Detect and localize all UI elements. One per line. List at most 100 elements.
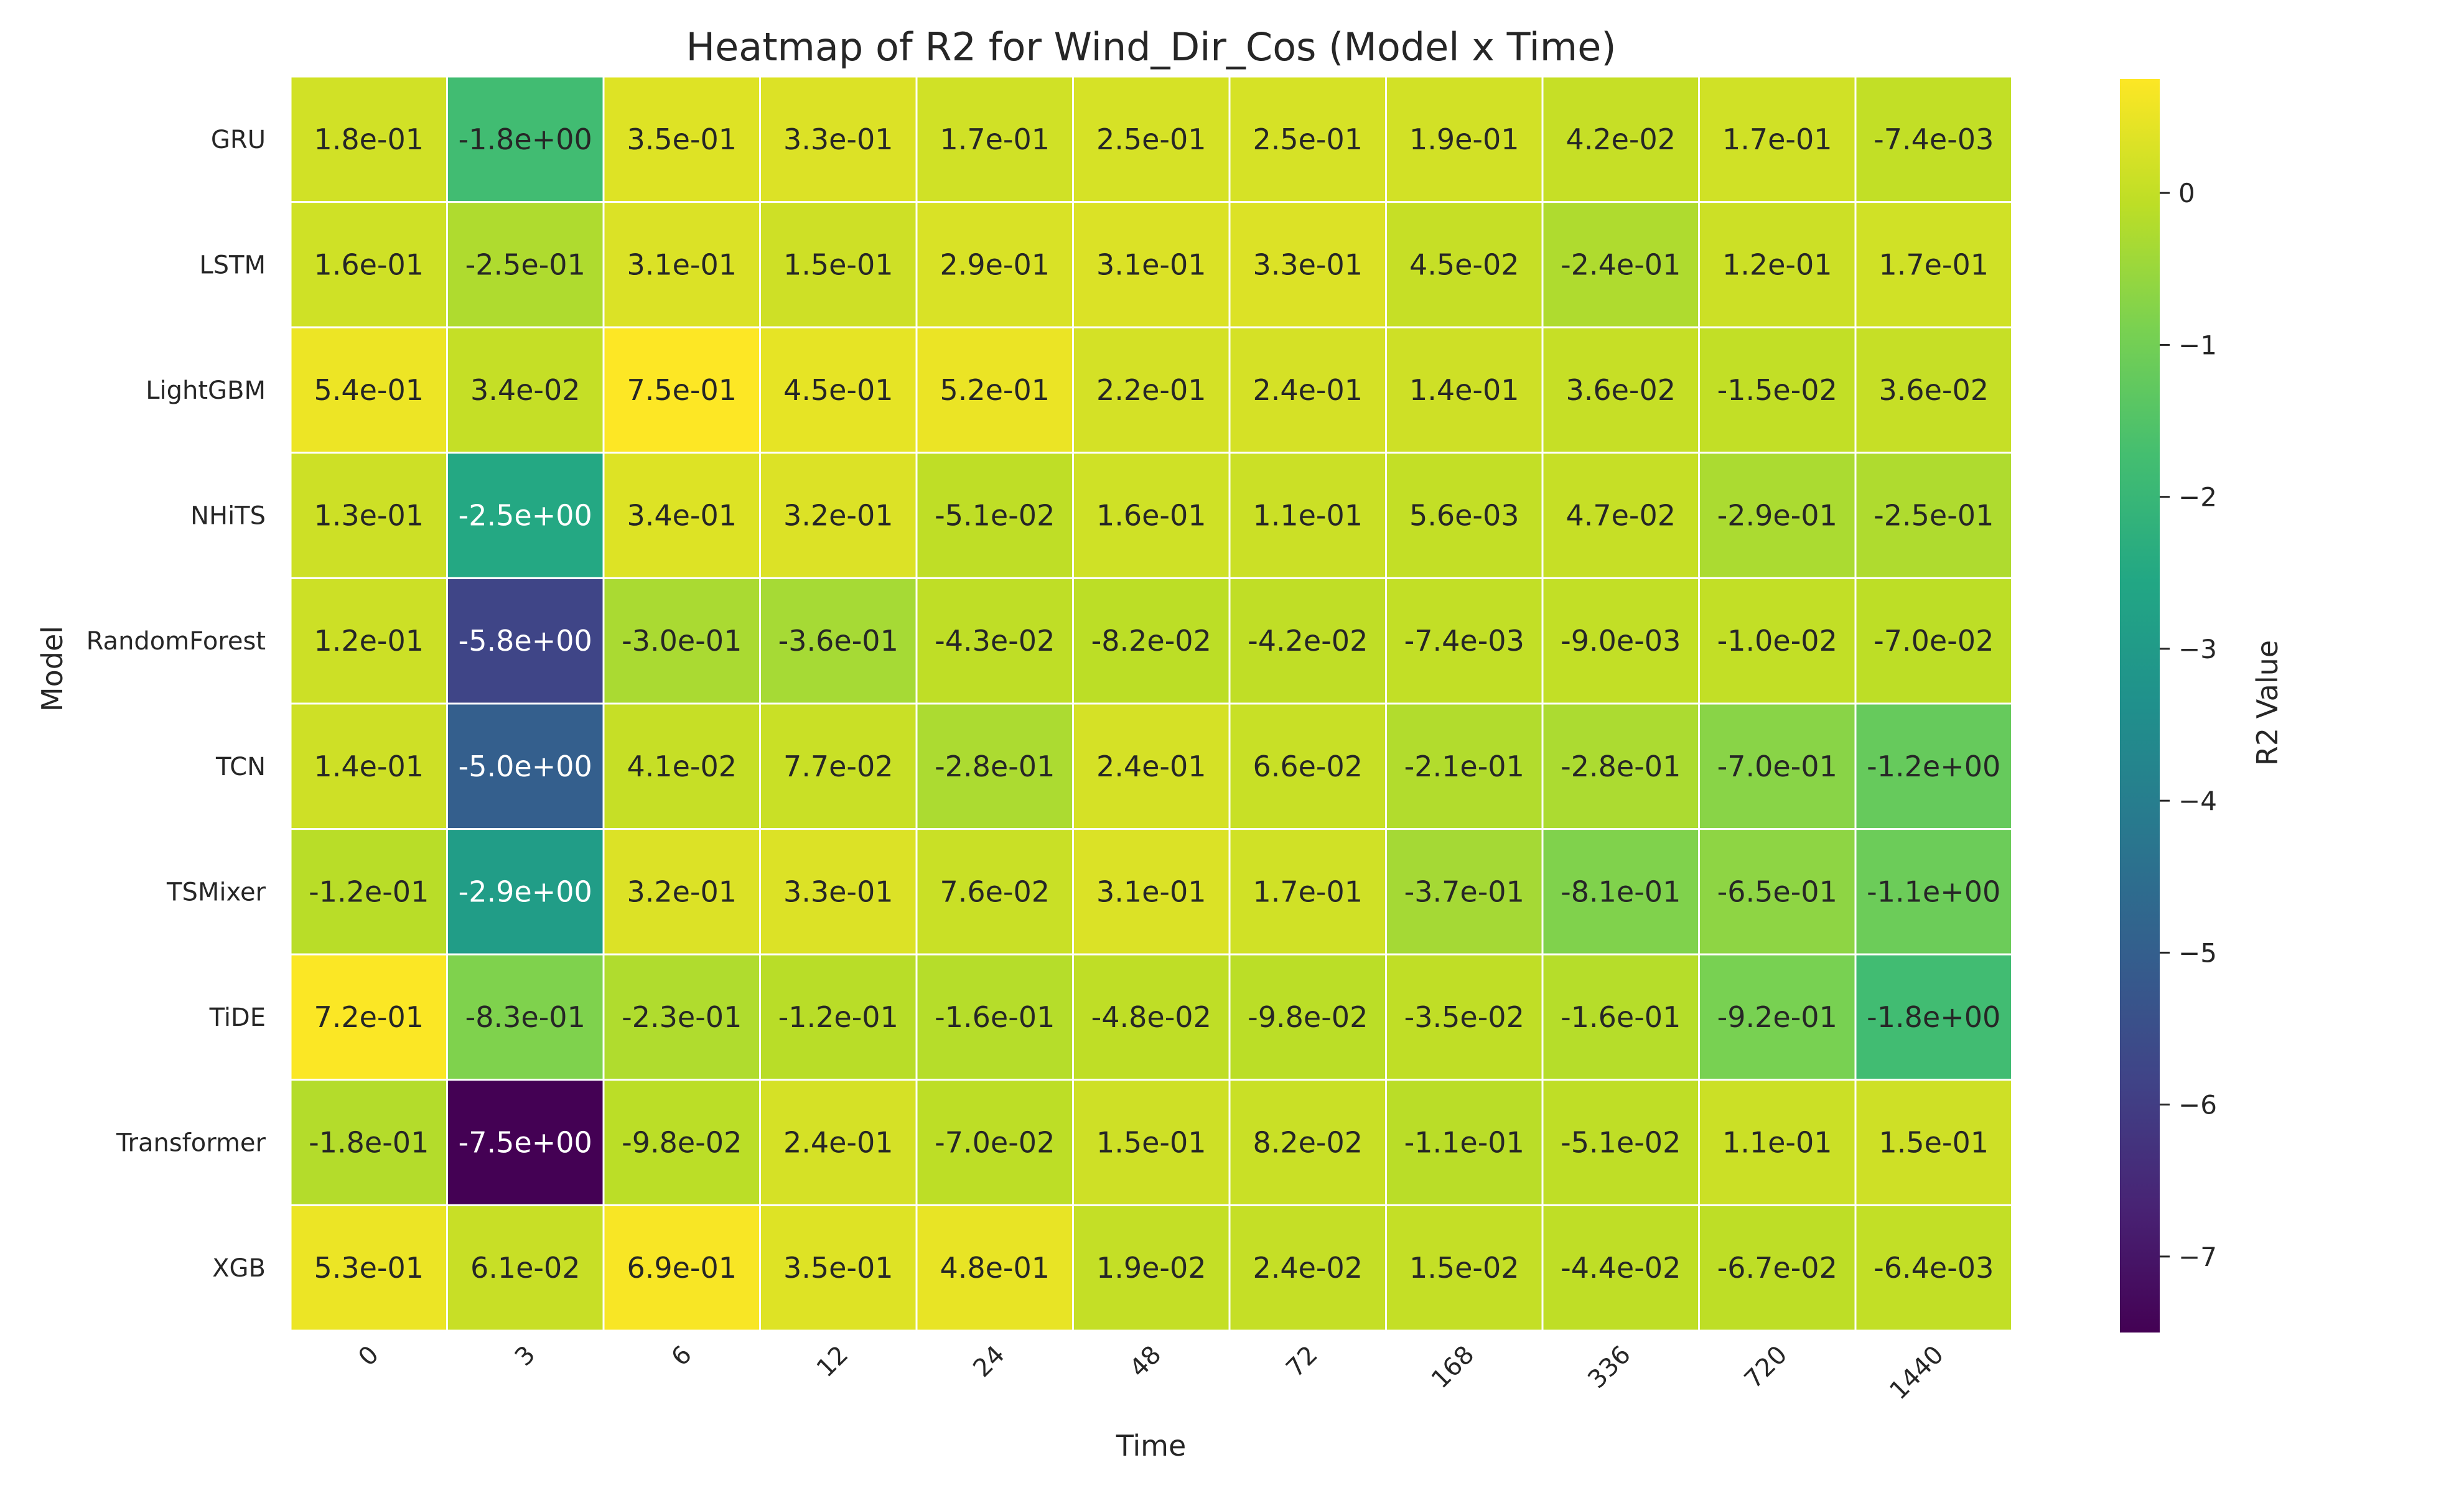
cell-value-label: 7.5e-01	[627, 373, 737, 407]
cell-value-label: -2.8e-01	[935, 750, 1055, 783]
x-tick-label: 12	[811, 1341, 854, 1384]
y-tick-labels: GRU LSTM LightGBM NHiTS RandomForest TCN TSMix…	[86, 126, 266, 1283]
heatmap-cell	[289, 326, 448, 454]
cell-value-label: -2.5e-01	[465, 248, 586, 281]
heatmap-cell	[602, 75, 761, 203]
heatmap-cell	[446, 828, 605, 956]
heatmap-cell	[289, 1204, 448, 1332]
heatmap-cell	[1385, 75, 1544, 203]
cell-value-label: 1.5e-01	[1096, 1126, 1206, 1160]
cell-value-label: 1.7e-01	[940, 123, 1050, 156]
heatmap-cell	[602, 1079, 761, 1206]
cell-value-label: -1.1e-01	[1404, 1126, 1524, 1160]
heatmap-cell	[1385, 953, 1544, 1081]
cell-value-label: -8.1e-01	[1561, 875, 1681, 908]
cell-value-label: 1.6e-01	[1096, 499, 1206, 533]
cell-value-label: -3.5e-02	[1404, 1000, 1524, 1034]
cell-value-label: 3.2e-01	[783, 499, 894, 533]
cell-value-label: 2.9e-01	[940, 248, 1050, 281]
cell-value-label: -2.4e-01	[1561, 248, 1681, 281]
y-tick-label: RandomForest	[86, 627, 266, 656]
cell-value-label: -4.2e-02	[1248, 624, 1368, 658]
y-tick-label: TCN	[215, 753, 266, 781]
x-tick-labels: 0 3 6 12 24 48 72 168 336 720 1440	[353, 1341, 1949, 1406]
cell-value-label: 5.3e-01	[314, 1251, 424, 1285]
heatmap-cell	[1854, 1079, 2013, 1206]
cell-value-label: -7.0e-02	[935, 1126, 1055, 1160]
cell-value-label: -6.4e-03	[1874, 1251, 1994, 1285]
cell-value-label: 3.6e-02	[1878, 373, 1989, 407]
colorbar-tick-label: −7	[2178, 1242, 2217, 1272]
cell-value-label: 5.2e-01	[940, 373, 1050, 407]
x-tick-label: 3	[510, 1341, 541, 1372]
cell-value-label: 1.2e-01	[314, 624, 424, 658]
heatmap-cell	[1541, 452, 1700, 579]
x-tick-label: 6	[666, 1341, 698, 1372]
heatmap-cell	[759, 75, 918, 203]
colorbar-tick-label: −6	[2178, 1090, 2217, 1120]
cell-value-label: 2.2e-01	[1096, 373, 1206, 407]
heatmap-cell	[1854, 201, 2013, 328]
cell-value-label: -2.3e-01	[622, 1000, 742, 1034]
heatmap-cell	[1541, 326, 1700, 454]
cell-value-label: 1.6e-01	[314, 248, 424, 281]
heatmap-cell	[915, 953, 1074, 1081]
heatmap-cell	[1854, 75, 2013, 203]
y-tick-label: Transformer	[116, 1129, 266, 1158]
colorbar-tick-label: −1	[2178, 330, 2217, 360]
cell-value-label: 3.5e-01	[783, 1251, 894, 1285]
heatmap-cell	[1698, 201, 1857, 328]
heatmap-cell	[915, 452, 1074, 579]
cell-value-label: 4.8e-01	[940, 1251, 1050, 1285]
heatmap-cell	[289, 577, 448, 705]
cell-value-label: -3.6e-01	[778, 624, 898, 658]
cell-value-label: -1.6e-01	[935, 1000, 1055, 1034]
cell-value-label: -5.0e+00	[459, 750, 592, 783]
cell-value-label: -9.0e-03	[1561, 624, 1681, 658]
heatmap-cell	[1698, 1079, 1857, 1206]
x-tick-label: 336	[1582, 1341, 1636, 1395]
heatmap-cell	[1228, 326, 1387, 454]
heatmap-cell	[1698, 953, 1857, 1081]
cell-value-label: -4.3e-02	[935, 624, 1055, 658]
heatmap-cell	[1072, 577, 1231, 705]
y-tick-label: XGB	[212, 1254, 266, 1283]
heatmap-cell	[1698, 828, 1857, 956]
colorbar-tick-label: −4	[2178, 786, 2217, 816]
cell-value-label: 6.9e-01	[627, 1251, 737, 1285]
colorbar: 0 −1 −2 −3 −4 −5 −6 −7	[2120, 79, 2217, 1333]
cell-value-label: 4.1e-02	[627, 750, 737, 783]
cell-value-label: 1.7e-01	[1722, 123, 1832, 156]
heatmap-cell	[1385, 201, 1544, 328]
heatmap-cell	[602, 577, 761, 705]
cell-value-label: 6.6e-02	[1253, 750, 1363, 783]
heatmap-cell	[1541, 201, 1700, 328]
cell-value-label: -1.2e-01	[778, 1000, 898, 1034]
cell-value-label: 1.9e-01	[1409, 123, 1519, 156]
cell-value-label: -3.0e-01	[622, 624, 742, 658]
cell-value-label: -7.4e-03	[1404, 624, 1524, 658]
cell-value-label: -8.2e-02	[1091, 624, 1211, 658]
x-tick-label: 24	[968, 1341, 1010, 1384]
heatmap-cell	[446, 953, 605, 1081]
heatmap-cell	[289, 75, 448, 203]
cell-value-label: 2.4e-01	[1096, 750, 1206, 783]
cell-value-label: 1.1e-01	[1253, 499, 1363, 533]
cell-value-label: -1.5e-02	[1717, 373, 1837, 407]
cell-value-label: -6.7e-02	[1717, 1251, 1837, 1285]
heatmap-cell	[1072, 1204, 1231, 1332]
heatmap-cell	[915, 75, 1074, 203]
cell-value-label: 1.4e-01	[1409, 373, 1519, 407]
heatmap-cell	[1854, 702, 2013, 830]
cell-value-label: 3.1e-01	[1096, 875, 1206, 908]
heatmap-cell	[289, 201, 448, 328]
heatmap-cell	[602, 201, 761, 328]
cell-value-label: 2.4e-01	[1253, 373, 1363, 407]
heatmap-cell	[1072, 828, 1231, 956]
cell-value-label: 1.2e-01	[1722, 248, 1832, 281]
y-tick-label: GRU	[211, 126, 266, 154]
heatmap-cell	[289, 1079, 448, 1206]
cell-value-label: 7.6e-02	[940, 875, 1050, 908]
x-tick-label: 720	[1739, 1341, 1793, 1395]
